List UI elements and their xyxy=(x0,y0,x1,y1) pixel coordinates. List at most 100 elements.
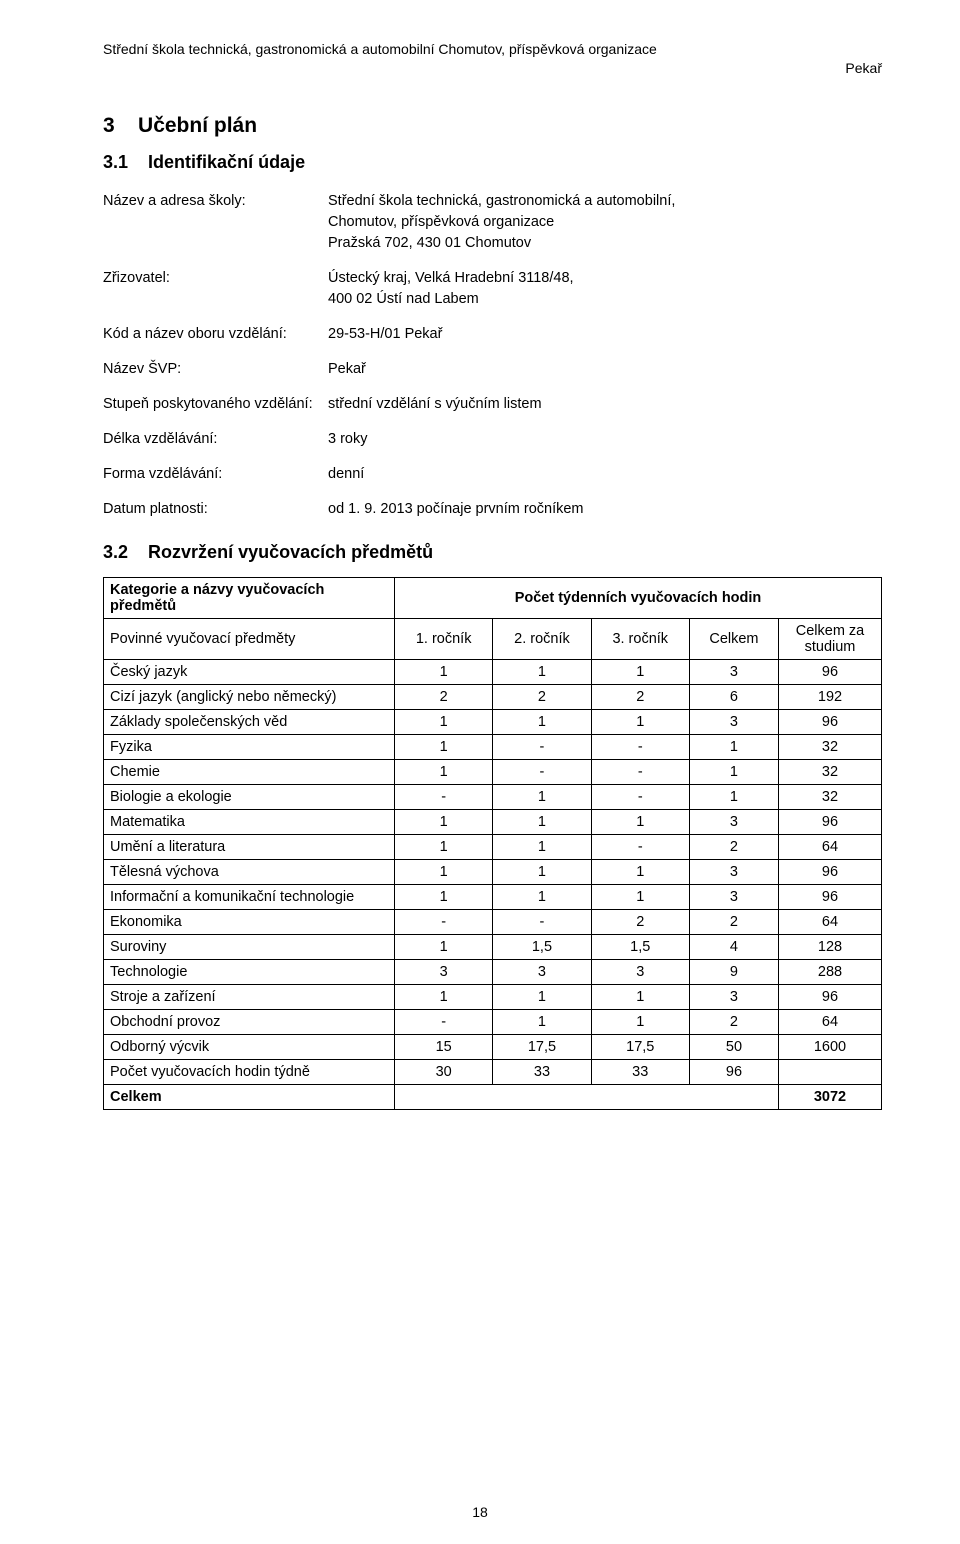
subject-value: 17,5 xyxy=(591,1035,689,1060)
table-row: Matematika111396 xyxy=(104,810,882,835)
subject-name: Ekonomika xyxy=(104,910,395,935)
sum-week-1: 30 xyxy=(395,1060,493,1085)
form-value: denní xyxy=(328,464,882,485)
subject-value: 64 xyxy=(779,1010,882,1035)
code-label: Kód a název oboru vzdělání: xyxy=(103,324,328,345)
subject-value: 1 xyxy=(395,660,493,685)
level-value: střední vzdělání s výučním listem xyxy=(328,394,882,415)
table-row: Technologie3339288 xyxy=(104,960,882,985)
subject-value: 3 xyxy=(493,960,591,985)
subject-name: Základy společenských věd xyxy=(104,710,395,735)
subject-value: 3 xyxy=(689,710,778,735)
subject-value: 1 xyxy=(591,660,689,685)
subject-value: 3 xyxy=(689,660,778,685)
subject-value: 1 xyxy=(493,835,591,860)
subject-value: 2 xyxy=(689,835,778,860)
subject-name: Český jazyk xyxy=(104,660,395,685)
subject-name: Fyzika xyxy=(104,735,395,760)
total-label: Celkem xyxy=(104,1085,395,1110)
subject-value: 4 xyxy=(689,935,778,960)
subject-value: 1 xyxy=(493,860,591,885)
subject-value: 1 xyxy=(591,1010,689,1035)
subject-value: 2 xyxy=(395,685,493,710)
subject-value: 1 xyxy=(591,810,689,835)
subject-value: 3 xyxy=(689,860,778,885)
section-3-2-heading: 3.2 Rozvržení vyučovacích předmětů xyxy=(103,542,882,563)
section-3-1-title: Identifikační údaje xyxy=(148,152,305,172)
table-row: Umění a literatura11-264 xyxy=(104,835,882,860)
subject-name: Informační a komunikační technologie xyxy=(104,885,395,910)
subject-value: 1 xyxy=(395,760,493,785)
subject-value: 1 xyxy=(493,710,591,735)
section-3-title: Učební plán xyxy=(138,114,257,137)
subject-value: 96 xyxy=(779,810,882,835)
subject-name: Chemie xyxy=(104,760,395,785)
subject-value: 1 xyxy=(395,860,493,885)
name-label: Název a adresa školy: xyxy=(103,191,328,254)
subject-value: 64 xyxy=(779,910,882,935)
subject-value: 17,5 xyxy=(493,1035,591,1060)
form-label: Forma vzdělávání: xyxy=(103,464,328,485)
subject-value: 1 xyxy=(395,885,493,910)
sum-week-3: 33 xyxy=(591,1060,689,1085)
subject-value: 2 xyxy=(591,685,689,710)
subject-value: 3 xyxy=(591,960,689,985)
col-1-rocnik: 1. ročník xyxy=(395,619,493,660)
section-3-1-number: 3.1 xyxy=(103,152,128,172)
name-value-line3: Pražská 702, 430 01 Chomutov xyxy=(328,235,531,251)
subject-value: 3 xyxy=(689,985,778,1010)
subject-value: 1 xyxy=(591,885,689,910)
subject-value: 96 xyxy=(779,985,882,1010)
subject-value: 1600 xyxy=(779,1035,882,1060)
subject-value: 1 xyxy=(591,860,689,885)
subject-value: 9 xyxy=(689,960,778,985)
subject-value: - xyxy=(395,910,493,935)
subject-name: Stroje a zařízení xyxy=(104,985,395,1010)
subject-value: 3 xyxy=(689,885,778,910)
subject-value: 1 xyxy=(591,710,689,735)
col-3-rocnik: 3. ročník xyxy=(591,619,689,660)
subject-value: 1 xyxy=(493,660,591,685)
subject-value: 2 xyxy=(493,685,591,710)
subject-value: 2 xyxy=(689,1010,778,1035)
subject-value: 15 xyxy=(395,1035,493,1060)
subject-value: 1 xyxy=(689,760,778,785)
subject-value: 3 xyxy=(395,960,493,985)
subject-value: 6 xyxy=(689,685,778,710)
subject-value: 1 xyxy=(493,885,591,910)
subject-value: 1,5 xyxy=(493,935,591,960)
col-celkem: Celkem xyxy=(689,619,778,660)
col-celkem-studium: Celkem za studium xyxy=(779,619,882,660)
sum-week-2: 33 xyxy=(493,1060,591,1085)
subject-name: Obchodní provoz xyxy=(104,1010,395,1035)
svp-value: Pekař xyxy=(328,359,882,380)
subject-value: 96 xyxy=(779,885,882,910)
name-value-line2: Chomutov, příspěvková organizace xyxy=(328,214,554,230)
table-row: Základy společenských věd111396 xyxy=(104,710,882,735)
subjects-table: Kategorie a názvy vyučovacích předmětů P… xyxy=(103,577,882,1110)
subject-value: - xyxy=(493,910,591,935)
table-row: Informační a komunikační technologie1113… xyxy=(104,885,882,910)
table-row: Český jazyk111396 xyxy=(104,660,882,685)
section-3-1-heading: 3.1 Identifikační údaje xyxy=(103,152,882,173)
subject-value: - xyxy=(493,760,591,785)
table-row: Odborný výcvik1517,517,5501600 xyxy=(104,1035,882,1060)
subject-value: 1 xyxy=(689,735,778,760)
founder-value-line2: 400 02 Ústí nad Labem xyxy=(328,291,479,307)
subject-value: 32 xyxy=(779,760,882,785)
subject-value: 32 xyxy=(779,785,882,810)
subject-value: 1 xyxy=(493,785,591,810)
subject-name: Matematika xyxy=(104,810,395,835)
subject-value: 1 xyxy=(395,935,493,960)
table-row: Obchodní provoz-11264 xyxy=(104,1010,882,1035)
subject-value: 1 xyxy=(689,785,778,810)
subject-value: - xyxy=(591,785,689,810)
section-3-2-number: 3.2 xyxy=(103,542,128,562)
subject-value: 288 xyxy=(779,960,882,985)
section-3-number: 3 xyxy=(103,114,115,137)
subject-value: - xyxy=(395,1010,493,1035)
subject-name: Biologie a ekologie xyxy=(104,785,395,810)
table-row: Chemie1--132 xyxy=(104,760,882,785)
subject-value: - xyxy=(395,785,493,810)
total-span xyxy=(395,1085,779,1110)
